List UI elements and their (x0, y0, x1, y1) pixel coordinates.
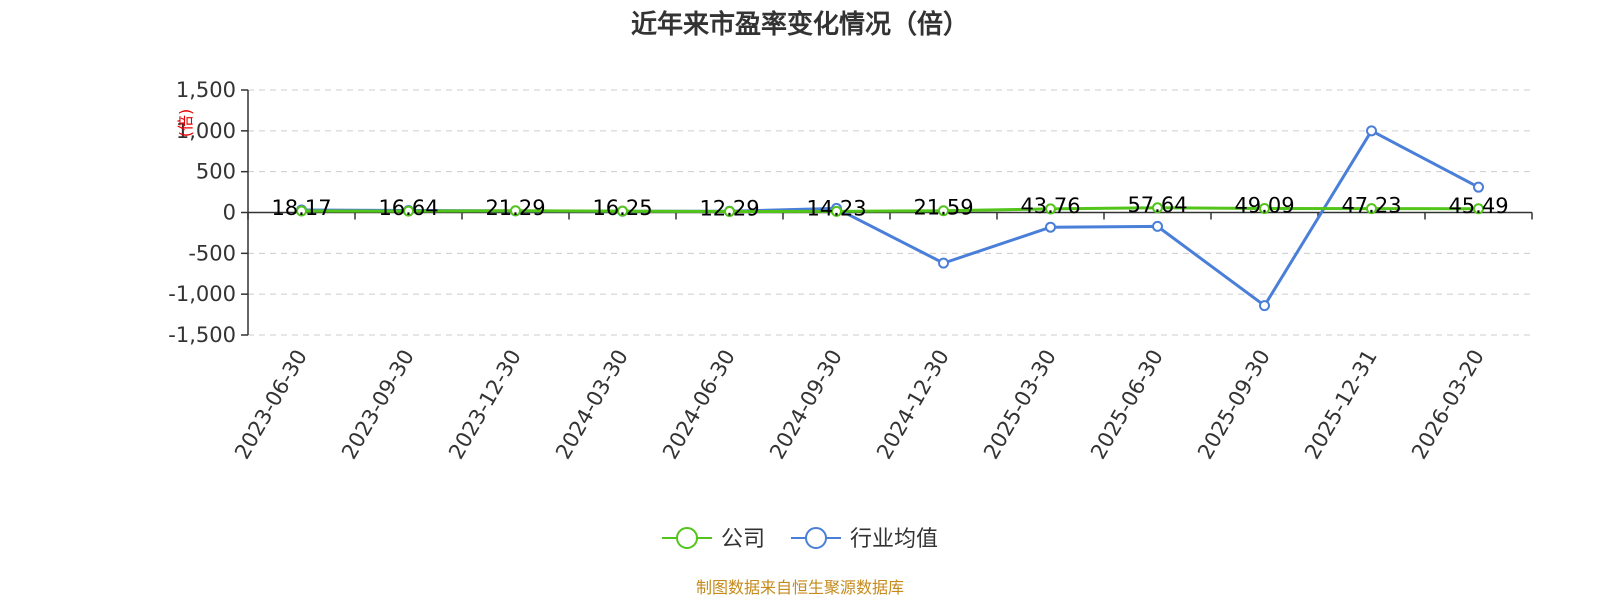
y-tick-label: -1,000 (168, 282, 236, 306)
data-point[interactable] (938, 257, 949, 269)
y-axis: 1,500 1,000 500 0 -500 -1,000 -1,500 (168, 78, 249, 347)
data-point[interactable] (1366, 203, 1377, 215)
legend-marker (805, 527, 827, 549)
data-label: 14.23 (806, 196, 866, 220)
chart-title: 近年来市盈率变化情况（倍） (631, 9, 969, 40)
data-label: 21.29 (485, 196, 545, 220)
legend-item[interactable]: 行业均值 (791, 527, 938, 552)
grid-lines (248, 89, 1532, 336)
data-label: 57.64 (1127, 193, 1187, 217)
data-label: 49.09 (1234, 193, 1294, 217)
data-label: 45.49 (1448, 194, 1508, 218)
source-note: 制图数据来自恒生聚源数据库 (696, 578, 904, 597)
data-point[interactable] (831, 205, 842, 217)
series-line (301, 206, 1479, 213)
x-axis: 2023-06-30 2023-09-30 2023-12-30 2024-03-30… (230, 211, 1533, 464)
data-point[interactable] (1259, 202, 1270, 214)
x-tick-label: 2024-09-30 (765, 346, 847, 464)
data-point[interactable] (403, 205, 414, 217)
x-tick-label: 2023-12-30 (444, 346, 526, 464)
data-point[interactable] (1259, 300, 1270, 312)
y-tick-label: 0 (223, 201, 236, 225)
y-tick-label: 1,000 (176, 119, 236, 143)
data-point[interactable] (1152, 202, 1163, 214)
x-tick-label: 2023-06-30 (230, 346, 312, 464)
data-point[interactable] (1366, 125, 1377, 137)
data-point[interactable] (1473, 203, 1484, 215)
data-point[interactable] (724, 205, 735, 217)
data-label: 47.23 (1341, 194, 1401, 218)
y-axis-label: (倍) (176, 109, 195, 138)
data-label: 12.29 (699, 196, 759, 220)
x-tick-label: 2024-12-30 (872, 346, 954, 464)
y-tick-label: -1,500 (168, 323, 236, 347)
legend[interactable]: 公司 行业均值 (662, 527, 938, 552)
series-group (296, 125, 1484, 312)
data-point[interactable] (296, 205, 307, 217)
data-point[interactable] (617, 205, 628, 217)
x-tick-label: 2023-09-30 (337, 346, 419, 464)
data-label: 43.76 (1020, 194, 1080, 218)
y-tick-label: 500 (196, 160, 236, 184)
x-tick-label: 2024-03-30 (551, 346, 633, 464)
data-point[interactable] (1473, 181, 1484, 193)
legend-label: 行业均值 (850, 527, 938, 552)
x-tick-label: 2026-03-20 (1407, 346, 1489, 464)
x-tick-label: 2025-12-31 (1300, 346, 1382, 464)
x-tick-label: 2024-06-30 (658, 346, 740, 464)
data-label: 16.25 (592, 196, 652, 220)
data-label: 16.64 (378, 196, 438, 220)
x-tick-label: 2025-03-30 (979, 346, 1061, 464)
data-point[interactable] (510, 205, 521, 217)
data-point[interactable] (1045, 221, 1056, 233)
data-point[interactable] (1152, 220, 1163, 232)
x-tick-label: 2025-09-30 (1193, 346, 1275, 464)
y-tick-label: -500 (188, 241, 236, 265)
data-label: 18.17 (271, 196, 331, 220)
data-point[interactable] (938, 205, 949, 217)
x-tick-label: 2025-06-30 (1086, 346, 1168, 464)
data-point[interactable] (1045, 203, 1056, 215)
y-tick-label: 1,500 (176, 78, 236, 102)
legend-item[interactable]: 公司 (662, 527, 765, 552)
legend-marker (676, 527, 698, 549)
legend-label: 公司 (721, 527, 765, 552)
data-label: 21.59 (913, 196, 973, 220)
data-labels: 18.17 16.64 21.29 16.25 12.29 14.23 21.59 43.76… (271, 193, 1508, 221)
